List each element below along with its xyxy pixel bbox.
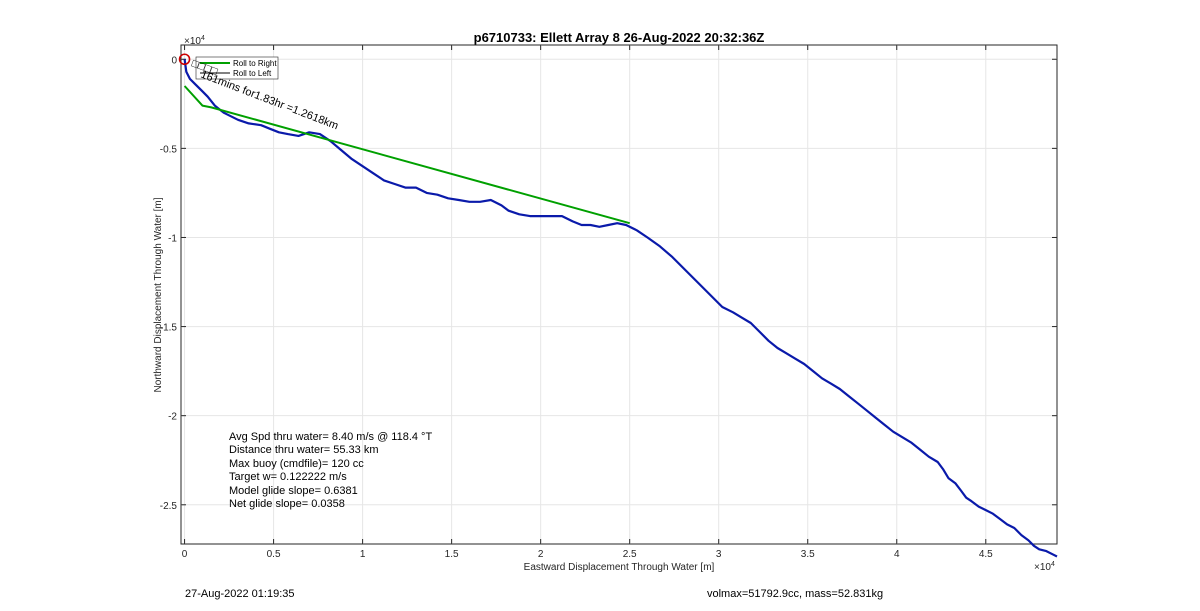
stat-model-glide-slope: Model glide slope= 0.6381 (229, 485, 358, 497)
grid (181, 45, 1057, 544)
y-tick-label: 0 (171, 55, 177, 66)
y-tick-label: -2.5 (160, 501, 178, 512)
series-layer (183, 59, 1058, 558)
stat-avg-speed: Avg Spd thru water= 8.40 m/s @ 118.4 °T (229, 431, 432, 443)
stat-max-buoy: Max buoy (cmdfile)= 120 cc (229, 458, 364, 470)
legend-entry-roll-right: Roll to Right (233, 59, 277, 68)
y-axis-label: Northward Displacement Through Water [m] (153, 197, 164, 392)
x-tick-label: 4.5 (979, 549, 993, 560)
x-tick-label: 3 (716, 549, 722, 560)
stat-target-w: Target w= 0.122222 m/s (229, 471, 347, 483)
y-tick-label: -2 (168, 412, 177, 423)
x-tick-label: 1.5 (445, 549, 459, 560)
axis-ticks: 0 0.5 1 1.5 2 2.5 3 3.5 4 4.5 0 -0.5 -1 -1.5 -2 -2.5 (160, 45, 1057, 560)
stat-net-glide-slope: Net glide slope= 0.0358 (229, 498, 345, 510)
straight-path-series-line (183, 85, 630, 225)
x-axis-label: Eastward Displacement Through Water [m] (524, 562, 715, 573)
x-tick-label: 2 (538, 549, 544, 560)
plot-area (180, 44, 1058, 545)
legend: Roll to Right Roll to Left (195, 56, 279, 80)
x-tick-label: 3.5 (801, 549, 815, 560)
y-tick-label: -0.5 (160, 144, 178, 155)
stats-block: Avg Spd thru water= 8.40 m/s @ 118.4 °T … (229, 431, 432, 510)
x-tick-label: 1 (360, 549, 366, 560)
y-tick-label: -1.5 (160, 323, 178, 334)
start-circle-marker (178, 53, 191, 66)
y-tick-label: -1 (168, 233, 177, 244)
x-axis-exponent: ×104 (1034, 561, 1055, 573)
y-axis-exponent: ×104 (184, 35, 205, 47)
x-tick-label: 4 (894, 549, 900, 560)
footer-timestamp: 27-Aug-2022 01:19:35 (185, 588, 295, 600)
start-marker (178, 53, 191, 66)
x-tick-label: 2.5 (623, 549, 637, 560)
stat-distance: Distance thru water= 55.33 km (229, 444, 379, 456)
x-tick-label: 0.5 (267, 549, 281, 560)
chart-title: p6710733: Ellett Array 8 26-Aug-2022 20:… (474, 30, 765, 45)
footer-vol-mass: volmax=51792.9cc, mass=52.831kg (707, 588, 884, 600)
track-series-line (183, 59, 1058, 558)
legend-entry-roll-left: Roll to Left (233, 69, 272, 78)
x-tick-label: 0 (182, 549, 188, 560)
